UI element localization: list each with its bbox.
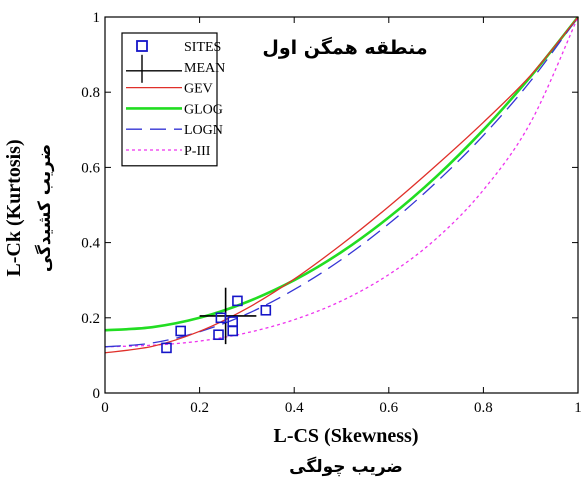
legend-label-sites: SITES — [184, 40, 221, 55]
x-tick-label: 1 — [574, 400, 582, 416]
region-annotation: منطقه همگن اول — [262, 36, 427, 59]
site-point-6 — [227, 325, 239, 337]
y-axis-label-fa: ضریب کشیدگی — [34, 144, 55, 272]
x-tick-label: 0.8 — [474, 400, 493, 416]
y-tick-label: 0.4 — [81, 236, 100, 252]
legend-label-gev: GEV — [184, 82, 213, 97]
x-tick-label: 0.2 — [190, 400, 209, 416]
legend-label-glog: GLOG — [184, 102, 223, 117]
x-axis-label: L-CS (Skewness) — [273, 425, 418, 447]
y-tick-label: 0.8 — [81, 85, 100, 101]
axes-frame — [104, 16, 579, 394]
plot-area — [104, 16, 580, 354]
y-tick-label: 1 — [93, 10, 101, 26]
y-axis-label: L-Ck (Kurtosis) — [3, 139, 25, 276]
x-tick-label: 0.4 — [285, 400, 304, 416]
site-point-4 — [215, 312, 227, 324]
site-point-7 — [232, 295, 243, 307]
axes: 0 0.2 0.4 0.6 0.8 1 0 0.2 0.4 0.6 0.8 1 — [81, 10, 582, 416]
series-line-gev — [104, 16, 579, 354]
legend-label-mean: MEAN — [184, 61, 225, 76]
series-line-glog — [104, 16, 580, 332]
x-axis-label-fa: ضریب چولگی — [289, 456, 403, 477]
y-tick-label: 0 — [93, 386, 101, 402]
x-tick-label: 0.6 — [379, 400, 398, 416]
legend-label-piii: P-III — [184, 144, 211, 159]
series-line-piii — [104, 16, 579, 348]
site-point-1 — [161, 342, 172, 354]
legend: SITES MEAN GEV GLOG LOGN P-III — [121, 32, 225, 167]
site-point-3 — [213, 329, 224, 341]
y-tick-label: 0.6 — [81, 160, 100, 176]
site-point-8 — [260, 304, 272, 316]
legend-label-logn: LOGN — [184, 123, 223, 138]
y-tick-label: 0.2 — [81, 311, 100, 327]
site-point-2 — [175, 325, 186, 337]
legend-swatch-sites — [136, 40, 148, 52]
legend-box — [121, 32, 218, 167]
x-tick-label: 0 — [101, 400, 109, 416]
